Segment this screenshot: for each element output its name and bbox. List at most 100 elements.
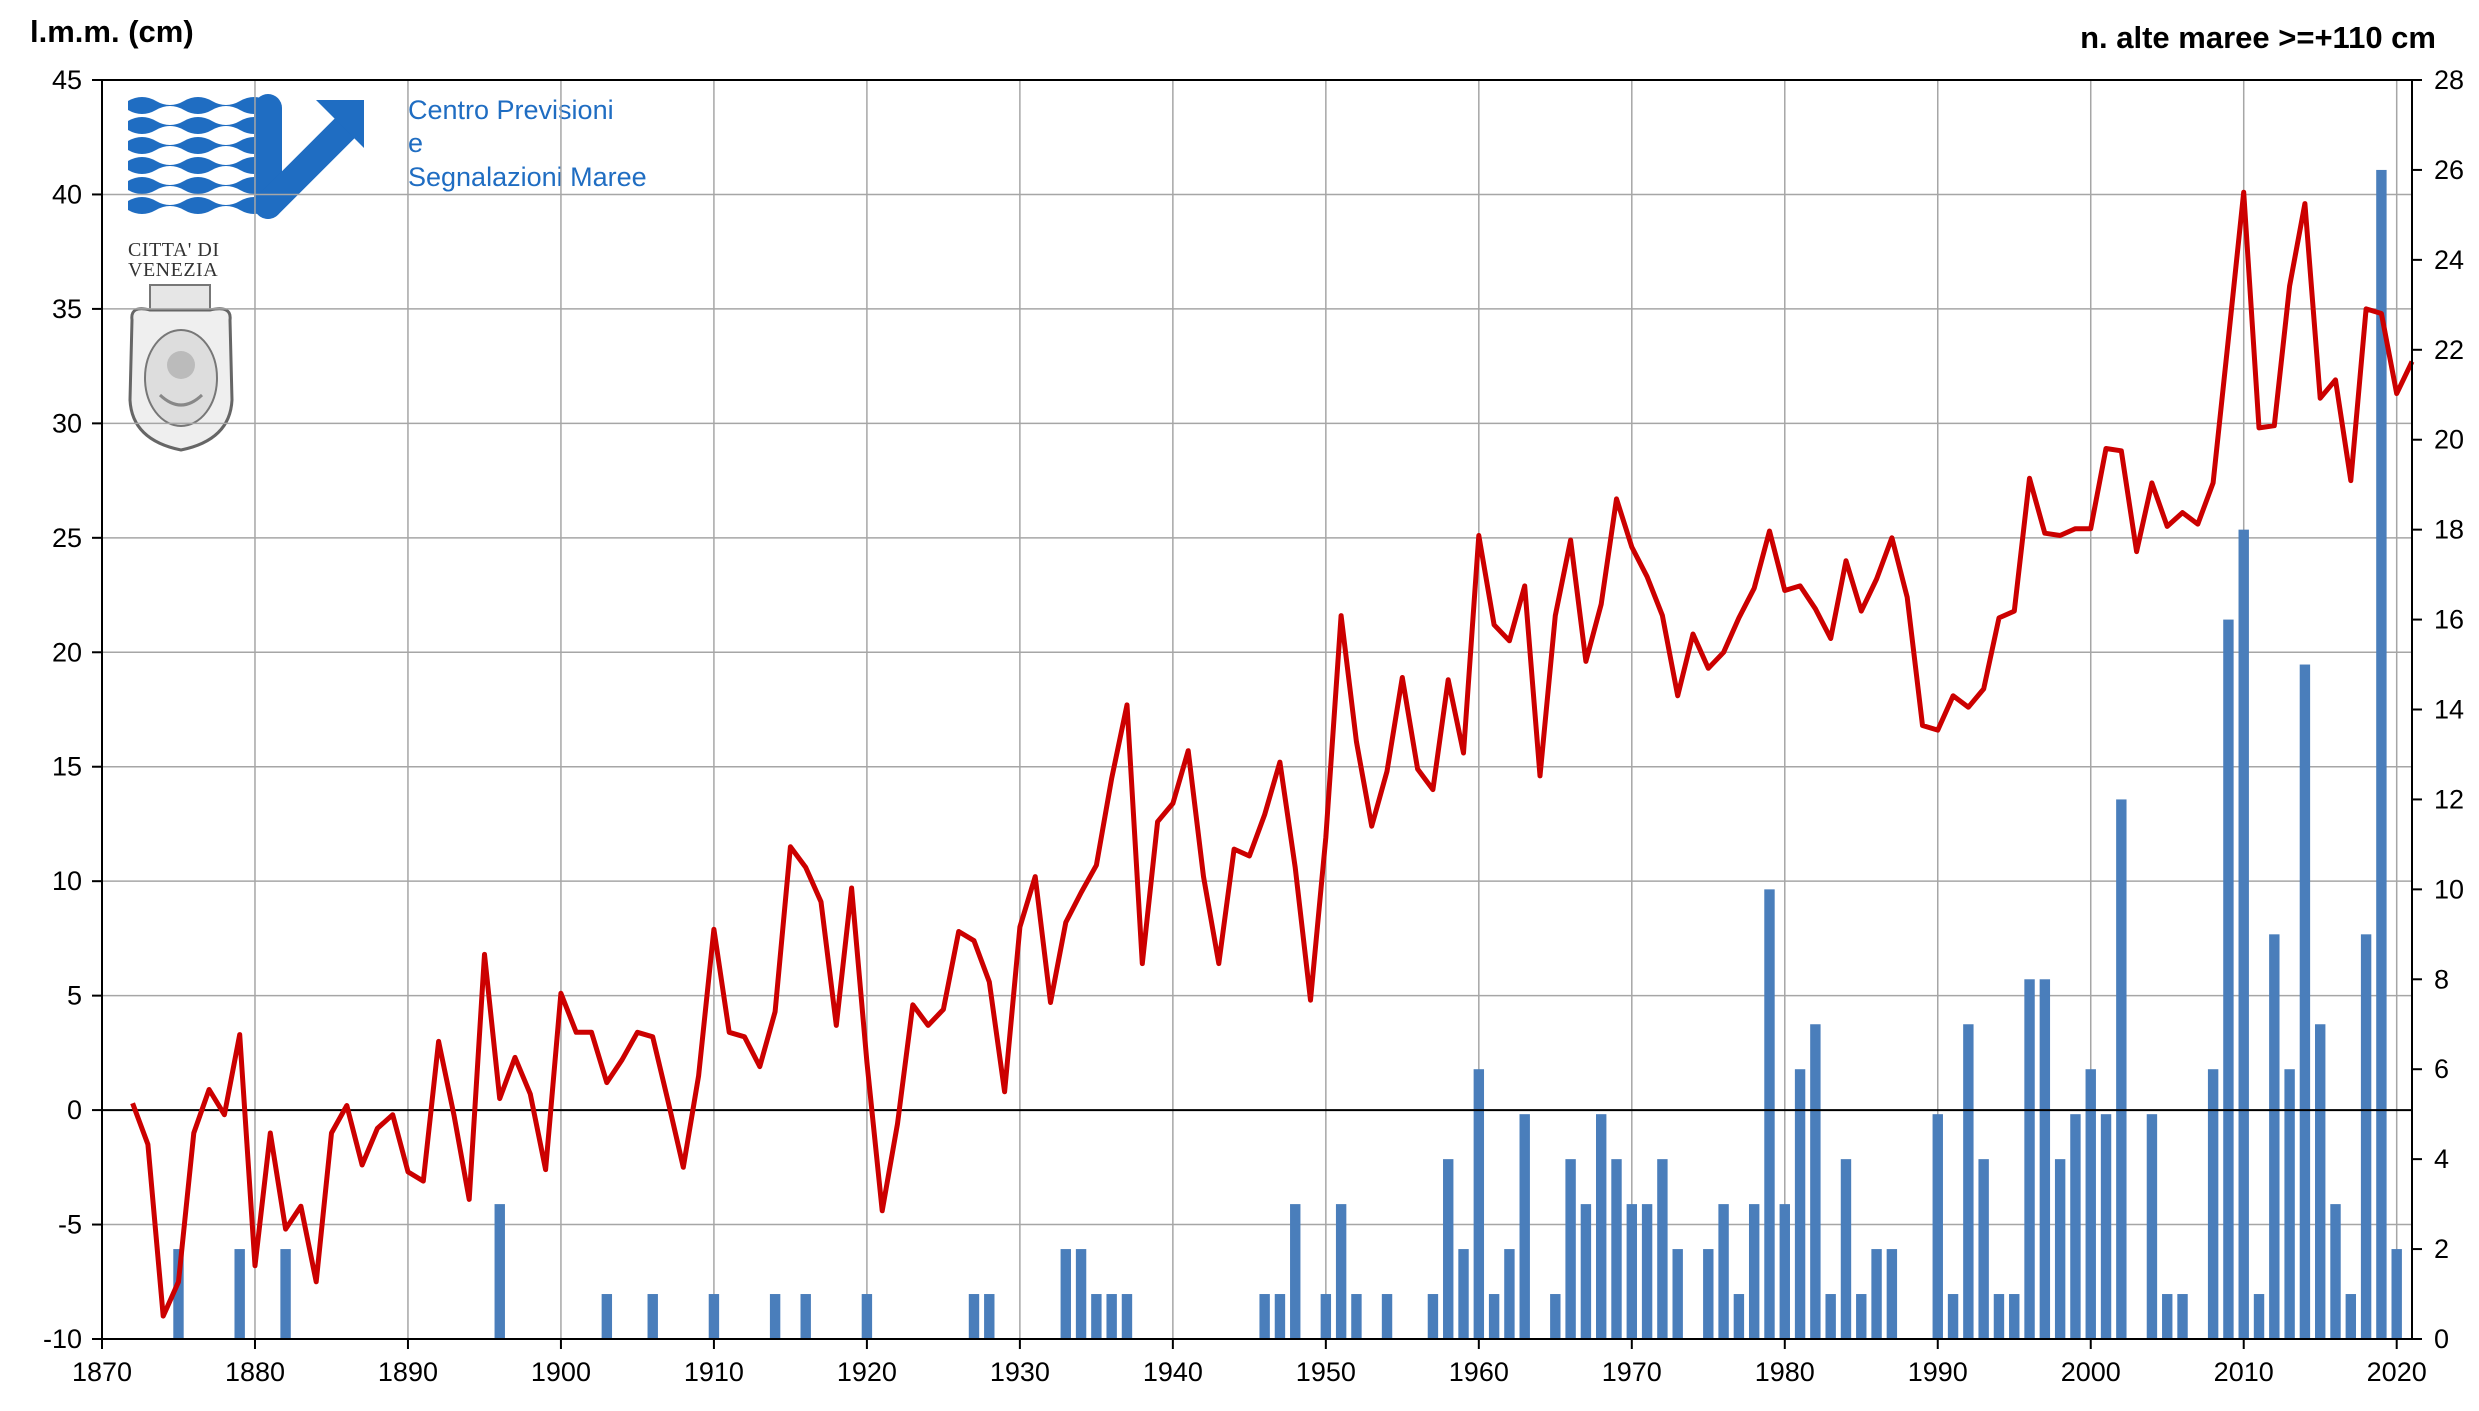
bar (2223, 619, 2234, 1339)
bar (1504, 1249, 1515, 1339)
bar (708, 1294, 720, 1339)
bar (2269, 934, 2280, 1339)
bar (2345, 1294, 2357, 1339)
bar (2024, 979, 2035, 1339)
bar (769, 1294, 781, 1339)
bar (2116, 799, 2127, 1339)
bar (1733, 1294, 1745, 1339)
plot-frame (101, 79, 2413, 1340)
y-right-tick-label: 2 (2434, 1234, 2449, 1264)
x-tick-label: 1930 (990, 1357, 1050, 1387)
bar (2162, 1294, 2173, 1339)
sea-level-line (130, 189, 2415, 1319)
y-right-tick-label: 28 (2434, 65, 2464, 95)
bar (1825, 1294, 1836, 1339)
bar (1458, 1249, 1469, 1339)
x-tick-label: 1870 (72, 1357, 132, 1387)
y-left-tick-label: 15 (52, 752, 82, 782)
y-right-tick-label: 4 (2434, 1144, 2449, 1174)
y-right-tick-label: 8 (2434, 964, 2449, 994)
bar (2085, 1069, 2096, 1339)
y-axis-left: -10 -5 0 5 10 15 20 25 30 35 40 45 (43, 65, 102, 1354)
bar (1641, 1204, 1653, 1339)
bar (1947, 1294, 1959, 1339)
bar (1351, 1294, 1362, 1339)
y-left-tick-label: 0 (67, 1095, 82, 1125)
bar (1060, 1249, 1071, 1339)
wave-lines-icon (128, 97, 268, 214)
bar (1075, 1249, 1087, 1339)
x-tick-label: 1910 (684, 1357, 744, 1387)
bar (1473, 1069, 1485, 1339)
y-left-tick-label: 45 (52, 65, 82, 95)
bar (1443, 1159, 1454, 1339)
bar (1703, 1249, 1714, 1339)
y-left-tick-label: 35 (52, 294, 82, 324)
bar (984, 1294, 995, 1339)
bar (1718, 1204, 1729, 1339)
bar (1611, 1159, 1622, 1339)
y-left-tick-label: 40 (52, 179, 82, 209)
bar (1580, 1204, 1592, 1339)
bar (1335, 1204, 1347, 1339)
y-right-tick-label: 6 (2434, 1054, 2449, 1084)
bar (1871, 1249, 1882, 1339)
x-tick-label: 1950 (1296, 1357, 1356, 1387)
bar (1320, 1294, 1332, 1339)
bars (173, 169, 2402, 1339)
logo-org-line3: Segnalazioni Maree (408, 162, 647, 192)
bar (2376, 169, 2387, 1339)
bar (1748, 1204, 1760, 1339)
bar (968, 1294, 980, 1339)
x-tick-label: 1960 (1449, 1357, 1509, 1387)
arrow-up-right-icon (254, 94, 364, 219)
bar (1381, 1294, 1393, 1339)
logo-city-line1: CITTA' DI (128, 239, 219, 261)
bar (1550, 1294, 1561, 1339)
y-right-tick-label: 16 (2434, 605, 2464, 635)
x-axis: 1870 1880 1890 1900 1910 1920 1930 1940 1950 1960… (72, 1339, 2427, 1387)
bar (1596, 1114, 1607, 1339)
bar (280, 1249, 291, 1339)
x-tick-label: 1920 (837, 1357, 897, 1387)
logo-city-line2: VENEZIA (128, 259, 218, 281)
y-left-tick-label: -5 (58, 1210, 82, 1240)
y-left-tick-label: 10 (52, 866, 82, 896)
bar (2299, 664, 2311, 1339)
bar (1840, 1159, 1852, 1339)
bar (1290, 1204, 1301, 1339)
bar (1672, 1249, 1683, 1339)
x-tick-label: 1980 (1755, 1357, 1815, 1387)
y-right-tick-label: 14 (2434, 695, 2464, 725)
y-right-tick-label: 26 (2434, 155, 2464, 185)
bar (494, 1204, 505, 1339)
bar (2070, 1114, 2081, 1339)
bar (1274, 1294, 1286, 1339)
logo: Centro Previsioni e Segnalazioni Maree C… (128, 94, 647, 452)
logo-org-line1: Centro Previsioni (408, 95, 614, 125)
bar (2100, 1114, 2112, 1339)
y-left-tick-label: 30 (52, 408, 82, 438)
y-left-tick-label: 20 (52, 637, 82, 667)
y-right-tick-label: 0 (2434, 1324, 2449, 1354)
bar (1779, 1204, 1790, 1339)
bar (173, 1249, 184, 1339)
bar (800, 1294, 811, 1339)
y-right-tick-label: 12 (2434, 784, 2464, 814)
bar (1091, 1294, 1102, 1339)
y-left-tick-label: -10 (43, 1324, 82, 1354)
bar (1932, 1114, 1943, 1339)
x-tick-label: 1970 (1602, 1357, 1662, 1387)
bar (2039, 979, 2051, 1339)
y-right-tick-label: 10 (2434, 874, 2464, 904)
bar (1764, 889, 1775, 1339)
bar (2253, 1294, 2265, 1339)
bar (2238, 529, 2249, 1339)
y-right-tick-label: 24 (2434, 245, 2464, 275)
bar (1488, 1294, 1500, 1339)
y-left-tick-label: 5 (67, 981, 82, 1011)
bar (1121, 1294, 1133, 1339)
bar (601, 1294, 613, 1339)
